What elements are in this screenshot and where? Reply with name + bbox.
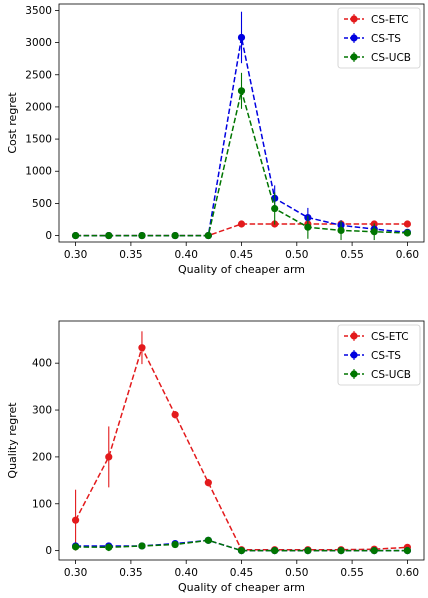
legend-item: CS-ETC xyxy=(344,14,409,26)
data-point xyxy=(237,33,246,42)
data-point xyxy=(304,547,312,555)
data-point xyxy=(171,411,179,419)
legend-label: CS-TS xyxy=(371,350,401,362)
y-tick-label: 2500 xyxy=(25,69,52,81)
legend-item: CS-UCB xyxy=(344,52,411,64)
data-point xyxy=(237,87,246,95)
y-tick-label: 100 xyxy=(32,498,52,510)
x-tick-label: 0.30 xyxy=(64,567,87,579)
legend-marker xyxy=(350,53,358,61)
data-point xyxy=(271,547,279,555)
data-point xyxy=(71,543,80,551)
legend-item: CS-UCB xyxy=(344,369,411,381)
legend-box xyxy=(337,324,421,386)
series-cs-ucb xyxy=(71,72,412,241)
data-point xyxy=(237,220,246,228)
data-point xyxy=(105,453,113,461)
x-tick-label: 0.50 xyxy=(285,567,308,579)
x-tick-label: 0.50 xyxy=(285,249,308,261)
data-point xyxy=(237,547,246,555)
data-point xyxy=(138,344,146,352)
y-axis-label: Cost regret xyxy=(6,92,19,154)
series-cs-etc xyxy=(71,220,412,240)
x-tick-label: 0.60 xyxy=(396,567,419,579)
legend-item: CS-TS xyxy=(344,350,401,362)
legend-item: CS-TS xyxy=(344,33,401,45)
y-axis-label: Quality regret xyxy=(6,402,19,479)
quality-regret-chart: 0.30 0.35 0.40 0.45 0.50 0.55 0.60 0 100 200 300 40… xyxy=(6,320,425,594)
series-line xyxy=(75,37,408,237)
x-tick-label: 0.35 xyxy=(119,567,142,579)
x-tick-label: 0.60 xyxy=(396,249,419,261)
x-axis-label: Quality of cheaper arm xyxy=(178,581,305,594)
data-point xyxy=(403,547,412,555)
legend-label: CS-TS xyxy=(371,33,401,45)
legend-marker xyxy=(350,15,358,23)
x-tick-label: 0.30 xyxy=(64,249,87,261)
legend-marker xyxy=(350,34,358,42)
y-tick-label: 400 xyxy=(32,358,52,370)
cost-regret-chart: 0.30 0.35 0.40 0.45 0.50 0.55 0.60 0 500 1000 1500… xyxy=(6,3,425,276)
data-point xyxy=(71,516,80,524)
x-tick-label: 0.55 xyxy=(340,567,363,579)
legend-label: CS-ETC xyxy=(371,14,409,26)
data-point xyxy=(271,204,279,213)
y-tick-label: 200 xyxy=(32,451,52,463)
data-point xyxy=(138,542,146,550)
data-point xyxy=(71,231,80,240)
legend-label: CS-UCB xyxy=(371,369,411,381)
data-point xyxy=(304,223,312,231)
data-point xyxy=(337,226,345,235)
data-point xyxy=(204,479,212,487)
legend-item: CS-ETC xyxy=(344,331,409,343)
x-axis-label: Quality of cheaper arm xyxy=(178,263,305,276)
data-point xyxy=(171,540,179,549)
y-tick-label: 300 xyxy=(32,405,52,417)
data-point xyxy=(138,231,146,240)
x-tick-label: 0.40 xyxy=(175,249,198,261)
y-tick-label: 500 xyxy=(32,198,52,210)
series-cs-ucb xyxy=(71,536,412,555)
data-point xyxy=(171,231,179,240)
y-tick-label: 3000 xyxy=(25,37,52,49)
legend-box xyxy=(337,7,421,69)
y-tick-label: 0 xyxy=(45,230,52,242)
data-point xyxy=(370,547,378,555)
data-point xyxy=(370,228,378,236)
y-tick-label: 0 xyxy=(45,545,52,557)
legend-marker xyxy=(350,351,358,359)
data-point xyxy=(204,231,212,240)
data-point xyxy=(105,231,113,240)
data-point xyxy=(105,543,113,551)
y-tick-label: 2000 xyxy=(25,101,52,113)
y-tick-label: 1000 xyxy=(25,166,52,178)
y-tick-label: 1500 xyxy=(25,134,52,146)
data-point xyxy=(403,220,412,228)
x-tick-label: 0.45 xyxy=(230,567,253,579)
x-tick-label: 0.45 xyxy=(230,249,253,261)
x-tick-label: 0.55 xyxy=(340,249,363,261)
x-tick-label: 0.40 xyxy=(175,567,198,579)
legend-marker xyxy=(350,332,358,340)
legend-marker xyxy=(350,370,358,378)
legend: CS-ETC CS-TS CS-UCB xyxy=(337,324,421,386)
legend: CS-ETC CS-TS CS-UCB xyxy=(337,7,421,69)
y-tick-label: 3500 xyxy=(25,5,52,17)
legend-label: CS-UCB xyxy=(371,52,411,64)
legend-label: CS-ETC xyxy=(371,331,409,343)
x-tick-label: 0.35 xyxy=(119,249,142,261)
data-point xyxy=(204,536,212,544)
data-point xyxy=(403,229,412,237)
series-line xyxy=(75,90,408,237)
data-point xyxy=(337,547,345,555)
